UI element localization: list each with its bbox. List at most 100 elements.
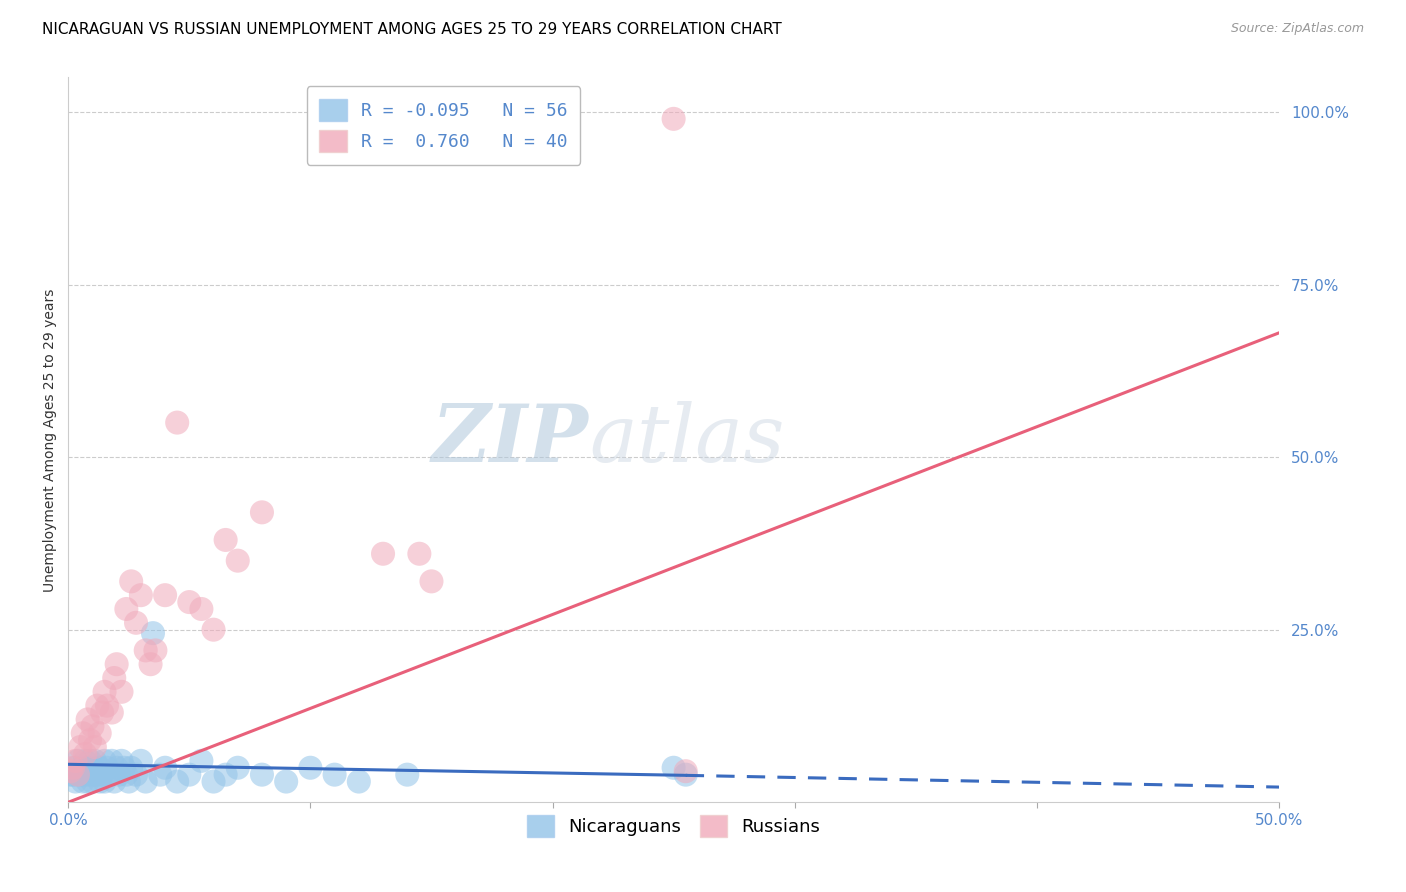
Point bbox=[115, 602, 138, 616]
Point bbox=[250, 505, 273, 519]
Point bbox=[125, 767, 148, 781]
Point bbox=[110, 685, 132, 699]
Point bbox=[93, 754, 115, 768]
Point bbox=[89, 761, 111, 775]
Point bbox=[179, 595, 201, 609]
Text: Source: ZipAtlas.com: Source: ZipAtlas.com bbox=[1230, 22, 1364, 36]
Point bbox=[93, 685, 115, 699]
Point bbox=[408, 547, 430, 561]
Point bbox=[149, 767, 172, 781]
Point bbox=[101, 754, 124, 768]
Point bbox=[112, 761, 135, 775]
Point bbox=[76, 774, 98, 789]
Text: atlas: atlas bbox=[589, 401, 785, 479]
Point bbox=[66, 754, 89, 768]
Point bbox=[91, 706, 114, 720]
Point bbox=[89, 774, 111, 789]
Point bbox=[108, 767, 131, 781]
Point bbox=[79, 767, 101, 781]
Point bbox=[76, 713, 98, 727]
Point bbox=[662, 761, 685, 775]
Point bbox=[166, 416, 188, 430]
Point bbox=[276, 774, 298, 789]
Point bbox=[62, 767, 84, 781]
Point bbox=[120, 761, 142, 775]
Point bbox=[75, 754, 97, 768]
Point bbox=[69, 767, 91, 781]
Point bbox=[120, 574, 142, 589]
Point bbox=[118, 774, 141, 789]
Point bbox=[75, 747, 97, 761]
Point bbox=[129, 588, 152, 602]
Point bbox=[82, 719, 104, 733]
Point bbox=[89, 726, 111, 740]
Point bbox=[142, 626, 165, 640]
Point bbox=[105, 761, 128, 775]
Point bbox=[59, 764, 82, 779]
Point bbox=[214, 767, 236, 781]
Point bbox=[86, 767, 108, 781]
Point bbox=[139, 657, 162, 672]
Point bbox=[371, 547, 394, 561]
Point bbox=[323, 767, 346, 781]
Point bbox=[86, 698, 108, 713]
Point bbox=[83, 767, 105, 781]
Point bbox=[65, 754, 87, 768]
Point bbox=[65, 774, 87, 789]
Point bbox=[98, 767, 121, 781]
Point bbox=[72, 774, 94, 789]
Point bbox=[226, 761, 249, 775]
Point bbox=[105, 657, 128, 672]
Point bbox=[202, 774, 225, 789]
Point bbox=[91, 767, 114, 781]
Point bbox=[79, 754, 101, 768]
Point bbox=[135, 643, 157, 657]
Point bbox=[96, 698, 118, 713]
Point bbox=[101, 706, 124, 720]
Point bbox=[83, 754, 105, 768]
Point bbox=[125, 615, 148, 630]
Point bbox=[66, 767, 89, 781]
Point bbox=[153, 588, 176, 602]
Point bbox=[153, 761, 176, 775]
Point bbox=[65, 761, 87, 775]
Point bbox=[72, 726, 94, 740]
Text: ZIP: ZIP bbox=[432, 401, 589, 479]
Point bbox=[115, 767, 138, 781]
Point bbox=[82, 761, 104, 775]
Point bbox=[62, 761, 84, 775]
Point bbox=[145, 643, 167, 657]
Point bbox=[347, 774, 370, 789]
Point bbox=[59, 767, 82, 781]
Point bbox=[76, 761, 98, 775]
Point bbox=[179, 767, 201, 781]
Point bbox=[226, 554, 249, 568]
Point bbox=[72, 761, 94, 775]
Point bbox=[93, 774, 115, 789]
Point bbox=[103, 774, 125, 789]
Point bbox=[83, 739, 105, 754]
Point bbox=[96, 761, 118, 775]
Point bbox=[82, 774, 104, 789]
Point bbox=[190, 602, 212, 616]
Legend: Nicaraguans, Russians: Nicaraguans, Russians bbox=[520, 807, 827, 844]
Point bbox=[75, 767, 97, 781]
Point bbox=[675, 767, 697, 781]
Point bbox=[166, 774, 188, 789]
Point bbox=[79, 733, 101, 747]
Point bbox=[110, 754, 132, 768]
Point bbox=[420, 574, 443, 589]
Text: NICARAGUAN VS RUSSIAN UNEMPLOYMENT AMONG AGES 25 TO 29 YEARS CORRELATION CHART: NICARAGUAN VS RUSSIAN UNEMPLOYMENT AMONG… bbox=[42, 22, 782, 37]
Point bbox=[202, 623, 225, 637]
Point bbox=[135, 774, 157, 789]
Y-axis label: Unemployment Among Ages 25 to 29 years: Unemployment Among Ages 25 to 29 years bbox=[44, 288, 58, 591]
Point bbox=[250, 767, 273, 781]
Point bbox=[129, 754, 152, 768]
Point bbox=[299, 761, 322, 775]
Point bbox=[214, 533, 236, 547]
Point bbox=[662, 112, 685, 126]
Point bbox=[103, 671, 125, 685]
Point bbox=[396, 767, 419, 781]
Point bbox=[190, 754, 212, 768]
Point bbox=[675, 764, 697, 779]
